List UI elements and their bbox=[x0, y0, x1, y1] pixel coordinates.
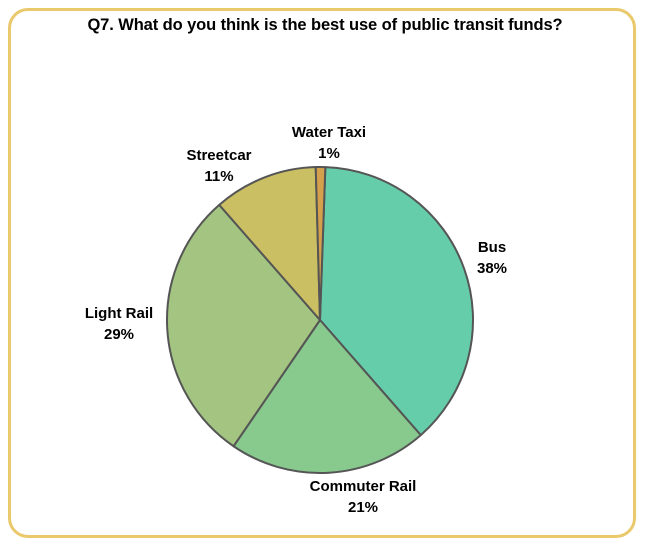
slice-label-value-commuter-rail: 21% bbox=[348, 499, 378, 516]
pie-slices bbox=[166, 165, 474, 474]
slice-labels: Bus 38% Commuter Rail 21% Light Rail 29% Stree… bbox=[85, 124, 507, 516]
pie-slice-streetcar bbox=[218, 166, 321, 321]
slice-label-name-streetcar: Streetcar bbox=[186, 147, 251, 164]
slice-label-name-bus: Bus bbox=[478, 239, 506, 256]
slice-label-value-water-taxi: 1% bbox=[318, 145, 340, 162]
pie-slice-light-rail bbox=[166, 203, 321, 448]
slice-label-value-streetcar: 11% bbox=[204, 168, 233, 185]
pie-slice-commuter-rail bbox=[232, 319, 422, 474]
pie-slice-water-taxi bbox=[314, 165, 327, 321]
pie-slice-bus bbox=[319, 166, 474, 437]
chart-title: Q7. What do you think is the best use of… bbox=[87, 16, 563, 34]
slice-label-value-light-rail: 29% bbox=[104, 326, 134, 343]
slice-label-name-water-taxi: Water Taxi bbox=[292, 124, 366, 141]
slice-label-name-light-rail: Light Rail bbox=[85, 305, 153, 322]
slice-label-value-bus: 38% bbox=[477, 260, 507, 277]
pie-chart: Bus 38% Commuter Rail 21% Light Rail 29% Stree… bbox=[85, 124, 507, 516]
slice-label-name-commuter-rail: Commuter Rail bbox=[310, 478, 417, 495]
